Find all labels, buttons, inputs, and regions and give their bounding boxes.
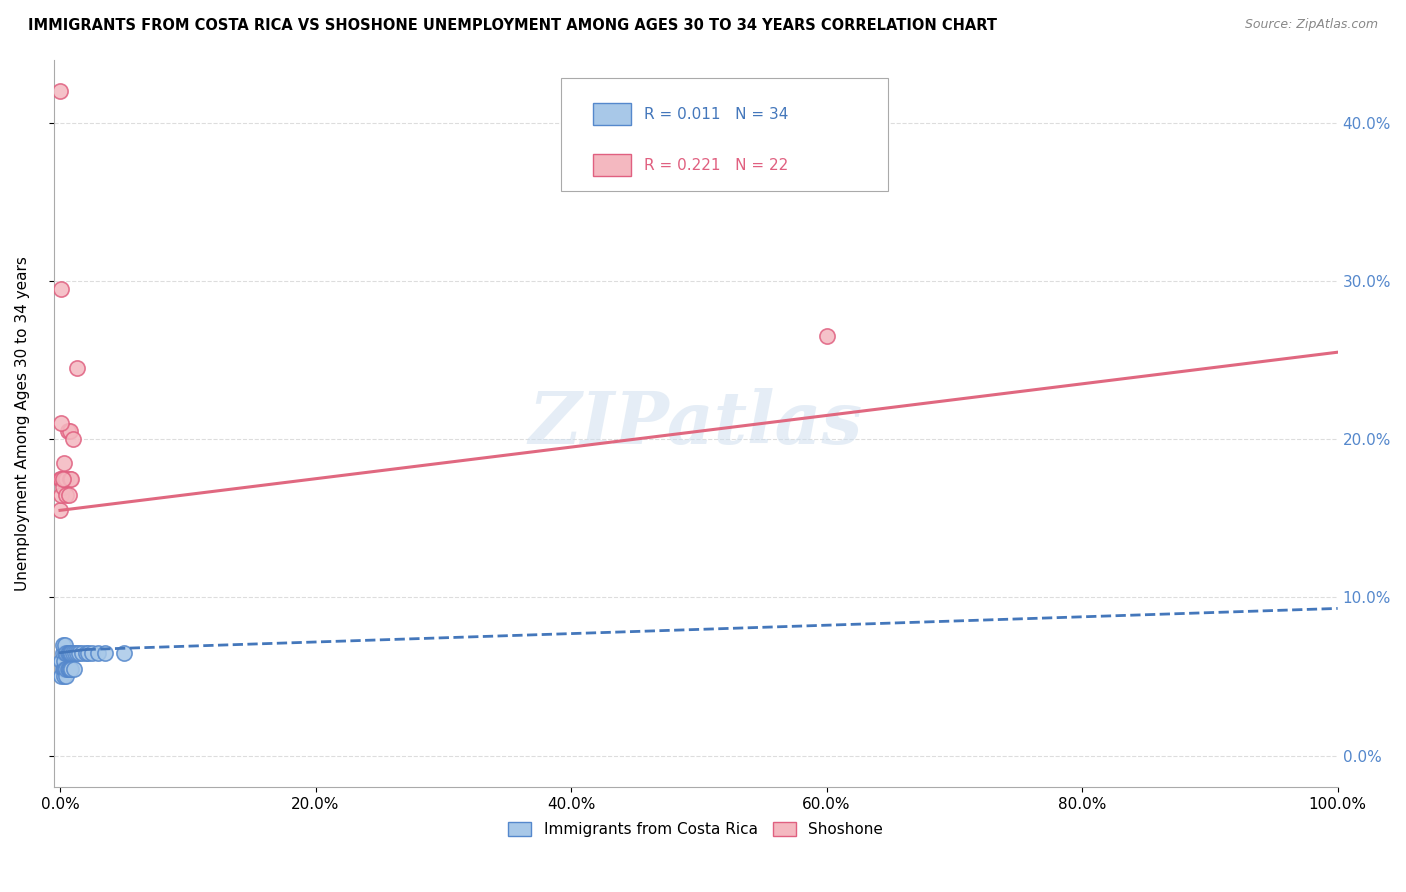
Point bbox=[112, 646, 135, 660]
Point bbox=[75, 646, 97, 660]
Point bbox=[59, 646, 82, 660]
Point bbox=[51, 661, 73, 675]
Text: R = 0.221   N = 22: R = 0.221 N = 22 bbox=[644, 158, 789, 172]
Point bbox=[80, 646, 103, 660]
Point bbox=[51, 646, 73, 660]
Point bbox=[53, 646, 76, 660]
Point bbox=[53, 638, 76, 652]
Y-axis label: Unemployment Among Ages 30 to 34 years: Unemployment Among Ages 30 to 34 years bbox=[15, 256, 30, 591]
Point bbox=[51, 669, 73, 683]
Point bbox=[51, 638, 73, 652]
Point bbox=[60, 661, 83, 675]
Point bbox=[56, 661, 79, 675]
Point bbox=[55, 661, 77, 675]
Point bbox=[65, 646, 87, 660]
Point bbox=[52, 669, 75, 683]
Point bbox=[58, 646, 80, 660]
Point bbox=[59, 661, 82, 675]
Point bbox=[59, 424, 82, 438]
Point bbox=[56, 424, 79, 438]
Point bbox=[49, 84, 72, 98]
Point bbox=[62, 432, 84, 446]
Point bbox=[815, 329, 838, 343]
Point bbox=[52, 456, 75, 470]
Point bbox=[51, 654, 73, 668]
Point bbox=[52, 661, 75, 675]
Point bbox=[87, 646, 110, 660]
Point bbox=[65, 361, 87, 376]
Text: IMMIGRANTS FROM COSTA RICA VS SHOSHONE UNEMPLOYMENT AMONG AGES 30 TO 34 YEARS CO: IMMIGRANTS FROM COSTA RICA VS SHOSHONE U… bbox=[28, 18, 997, 33]
Point bbox=[55, 669, 77, 683]
Text: R = 0.011   N = 34: R = 0.011 N = 34 bbox=[644, 107, 789, 121]
Text: Source: ZipAtlas.com: Source: ZipAtlas.com bbox=[1244, 18, 1378, 31]
Point bbox=[67, 646, 90, 660]
Legend: Immigrants from Costa Rica, Shoshone: Immigrants from Costa Rica, Shoshone bbox=[501, 814, 890, 845]
FancyBboxPatch shape bbox=[561, 78, 889, 191]
FancyBboxPatch shape bbox=[593, 103, 631, 125]
Point bbox=[51, 472, 73, 486]
Point bbox=[63, 661, 86, 675]
Point bbox=[53, 661, 76, 675]
Point bbox=[51, 417, 73, 431]
Point bbox=[51, 487, 73, 501]
Point bbox=[58, 487, 80, 501]
Point bbox=[70, 646, 93, 660]
Point bbox=[51, 282, 73, 296]
Point bbox=[59, 472, 82, 486]
Point bbox=[55, 646, 77, 660]
Point bbox=[60, 646, 83, 660]
Point bbox=[62, 646, 84, 660]
Point bbox=[65, 646, 87, 660]
Text: ZIPatlas: ZIPatlas bbox=[529, 388, 863, 458]
Point bbox=[58, 661, 80, 675]
Point bbox=[53, 472, 76, 486]
Point bbox=[52, 472, 75, 486]
Point bbox=[60, 472, 83, 486]
Point bbox=[77, 646, 100, 660]
FancyBboxPatch shape bbox=[593, 154, 631, 176]
Point bbox=[55, 472, 77, 486]
Point bbox=[93, 646, 115, 660]
Point bbox=[56, 646, 79, 660]
Point bbox=[49, 503, 72, 517]
Point bbox=[51, 480, 73, 494]
Point bbox=[55, 487, 77, 501]
Point bbox=[51, 472, 73, 486]
Point bbox=[52, 654, 75, 668]
Point bbox=[49, 472, 72, 486]
